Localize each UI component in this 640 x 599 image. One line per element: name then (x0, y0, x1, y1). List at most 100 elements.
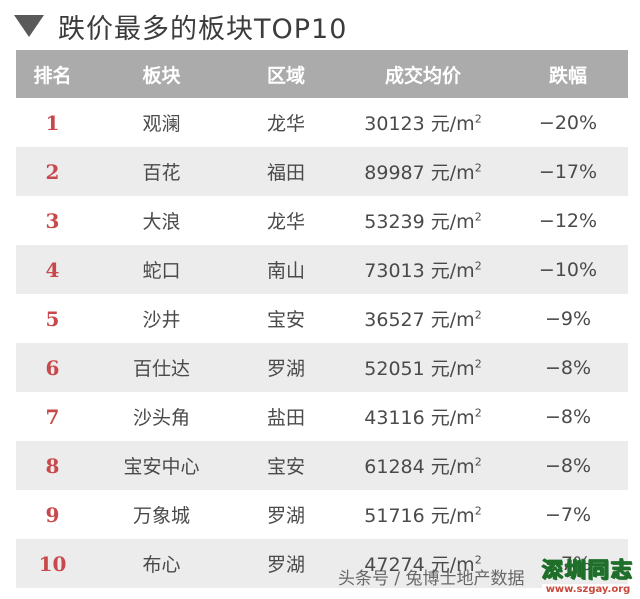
header-rank: 排名 (16, 50, 89, 98)
site-logo: 深圳同志 www.szgay.org (542, 554, 634, 595)
table-row: 1 观澜 龙华 30123 元/m2 −20% (16, 98, 628, 147)
district-cell: 龙华 (266, 211, 305, 233)
rank-cell: 3 (45, 208, 60, 233)
block-cell: 百花 (89, 147, 234, 196)
table-row: 9 万象城 罗湖 51716 元/m2 −7% (16, 490, 628, 539)
table-row: 5 沙井 宝安 36527 元/m2 −9% (16, 294, 628, 343)
table-header-row: 排名 板块 区域 成交均价 跌幅 (16, 50, 628, 98)
drop-cell: −20% (538, 111, 598, 134)
unit-superscript: 2 (474, 455, 482, 469)
block-cell: 万象城 (132, 505, 190, 527)
unit-superscript: 2 (474, 112, 482, 126)
ranking-table: 排名 板块 区域 成交均价 跌幅 1 观澜 龙华 30123 元/m2 −20% 2 百花福… (16, 50, 628, 588)
rank-cell: 2 (16, 147, 89, 196)
table-row: 10 布心 罗湖 47274 元/m2 −7% (16, 539, 628, 588)
watermark-text: 头条号 / 兔博士地产数据 (338, 569, 525, 589)
block-cell: 蛇口 (89, 245, 234, 294)
table-row: 7 沙头角 盐田 43116 元/m2 −8% (16, 392, 628, 441)
price-unit: 元/m (430, 260, 475, 282)
unit-superscript: 2 (474, 504, 482, 518)
table-row: 4 蛇口 南山 73013 元/m2 −10% (16, 245, 628, 294)
price-cell: 51716 元/m2 (338, 490, 508, 539)
header-district: 区域 (234, 50, 338, 98)
unit-superscript: 2 (474, 161, 482, 175)
rank-cell: 6 (16, 343, 89, 392)
price-unit: 元/m (430, 211, 475, 233)
price-value: 51716 (364, 505, 425, 527)
district-cell: 龙华 (266, 113, 305, 135)
district-cell: 南山 (234, 245, 338, 294)
block-cell: 宝安中心 (89, 441, 234, 490)
block-cell: 布心 (89, 539, 234, 588)
price-value: 43116 (364, 407, 425, 429)
price-value: 73013 (364, 260, 425, 282)
district-cell: 罗湖 (266, 505, 305, 527)
price-unit: 元/m (430, 113, 475, 135)
price-cell: 43116 元/m2 (338, 392, 508, 441)
price-unit: 元/m (430, 505, 475, 527)
logo-url: www.szgay.org (542, 584, 634, 595)
rank-cell: 1 (45, 110, 60, 135)
rank-cell: 5 (45, 306, 60, 331)
district-cell: 盐田 (266, 407, 305, 429)
price-unit: 元/m (430, 162, 475, 184)
block-cell: 观澜 (142, 113, 181, 135)
title-bar: 跌价最多的板块TOP10 (14, 6, 347, 46)
rank-cell: 4 (16, 245, 89, 294)
rank-cell: 8 (16, 441, 89, 490)
district-cell: 宝安 (266, 309, 305, 331)
rank-cell: 9 (45, 502, 60, 527)
drop-cell: −7% (544, 503, 592, 526)
unit-superscript: 2 (474, 553, 482, 567)
price-cell: 61284 元/m2 (338, 441, 508, 490)
logo-name: 深圳同志 (542, 558, 634, 583)
price-value: 52051 (364, 358, 425, 380)
price-value: 89987 (364, 162, 425, 184)
price-unit: 元/m (430, 358, 475, 380)
table-row: 8 宝安中心 宝安 61284 元/m2 −8% (16, 441, 628, 490)
header-drop: 跌幅 (508, 50, 628, 98)
price-unit: 元/m (430, 309, 475, 331)
unit-superscript: 2 (474, 406, 482, 420)
drop-cell: −10% (508, 245, 628, 294)
price-cell: 30123 元/m2 (338, 98, 508, 147)
table-row: 2 百花 福田 89987 元/m2 −17% (16, 147, 628, 196)
rank-cell: 10 (16, 539, 89, 588)
drop-cell: −9% (544, 307, 592, 330)
drop-cell: −8% (544, 405, 592, 428)
price-cell: 53239 元/m2 (338, 196, 508, 245)
triangle-down-icon (14, 15, 44, 37)
block-cell: 沙井 (142, 309, 181, 331)
drop-cell: −12% (538, 209, 598, 232)
block-cell: 沙头角 (132, 407, 190, 429)
price-unit: 元/m (430, 456, 475, 478)
price-value: 61284 (364, 456, 425, 478)
header-block: 板块 (89, 50, 234, 98)
district-cell: 福田 (234, 147, 338, 196)
district-cell: 罗湖 (234, 343, 338, 392)
price-value: 36527 (364, 309, 425, 331)
block-cell: 百仕达 (89, 343, 234, 392)
drop-cell: −8% (508, 441, 628, 490)
price-value: 53239 (364, 211, 425, 233)
price-cell: 36527 元/m2 (338, 294, 508, 343)
drop-cell: −7% (508, 539, 628, 588)
header-price: 成交均价 (338, 50, 508, 98)
unit-superscript: 2 (474, 259, 482, 273)
unit-superscript: 2 (474, 210, 482, 224)
drop-cell: −8% (508, 343, 628, 392)
rank-cell: 7 (45, 404, 60, 429)
price-value: 30123 (364, 113, 425, 135)
district-cell: 宝安 (234, 441, 338, 490)
price-unit: 元/m (430, 554, 475, 576)
district-cell: 罗湖 (234, 539, 338, 588)
unit-superscript: 2 (474, 357, 482, 371)
price-value: 47274 (364, 554, 425, 576)
page-title: 跌价最多的板块TOP10 (58, 13, 348, 45)
drop-cell: −17% (508, 147, 628, 196)
table-row: 3 大浪 龙华 53239 元/m2 −12% (16, 196, 628, 245)
price-cell: 52051 元/m2 (338, 343, 508, 392)
price-unit: 元/m (430, 407, 475, 429)
price-cell: 47274 元/m2 (338, 539, 508, 588)
table-row: 6 百仕达 罗湖 52051 元/m2 −8% (16, 343, 628, 392)
